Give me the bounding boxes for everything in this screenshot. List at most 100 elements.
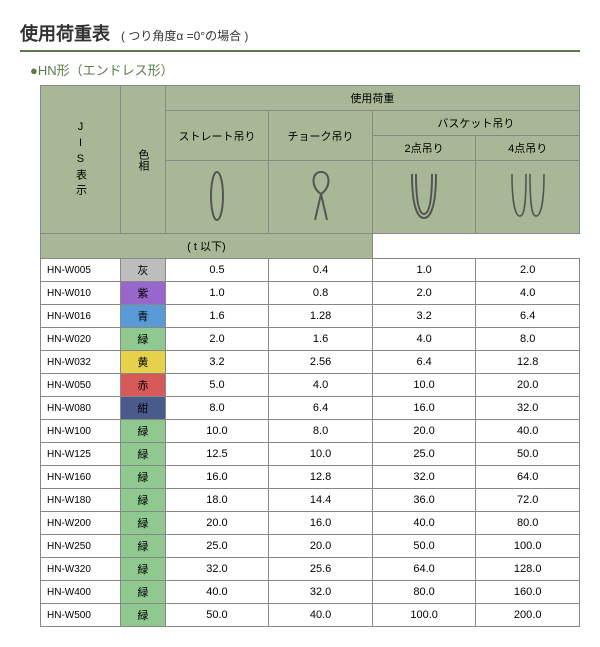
cell-value: 40.0 — [476, 420, 580, 443]
cell-value: 40.0 — [372, 512, 476, 535]
cell-value: 5.0 — [165, 374, 269, 397]
cell-jis: HN-W010 — [41, 282, 121, 305]
cell-jis: HN-W400 — [41, 581, 121, 604]
cell-value: 1.0 — [165, 282, 269, 305]
cell-value: 32.0 — [269, 581, 373, 604]
cell-value: 10.0 — [269, 443, 373, 466]
cell-value: 50.0 — [165, 604, 269, 627]
cell-value: 128.0 — [476, 558, 580, 581]
table-row: HN-W125緑12.510.025.050.0 — [41, 443, 580, 466]
hdr-2pt: 2点吊り — [372, 136, 476, 161]
cell-value: 4.0 — [476, 282, 580, 305]
table-row: HN-W250緑25.020.050.0100.0 — [41, 535, 580, 558]
cell-value: 1.28 — [269, 305, 373, 328]
cell-value: 200.0 — [476, 604, 580, 627]
cell-value: 100.0 — [476, 535, 580, 558]
cell-value: 8.0 — [269, 420, 373, 443]
cell-value: 32.0 — [476, 397, 580, 420]
cell-color: 緑 — [120, 558, 165, 581]
cell-value: 0.8 — [269, 282, 373, 305]
cell-value: 20.0 — [372, 420, 476, 443]
cell-jis: HN-W160 — [41, 466, 121, 489]
cell-color: 緑 — [120, 489, 165, 512]
cell-value: 4.0 — [269, 374, 373, 397]
cell-value: 40.0 — [165, 581, 269, 604]
cell-value: 32.0 — [165, 558, 269, 581]
table-row: HN-W016青1.61.283.26.4 — [41, 305, 580, 328]
cell-value: 20.0 — [269, 535, 373, 558]
table-row: HN-W050赤5.04.010.020.0 — [41, 374, 580, 397]
table-body: HN-W005灰0.50.41.02.0HN-W010紫1.00.82.04.0… — [41, 259, 580, 627]
table-row: HN-W180緑18.014.436.072.0 — [41, 489, 580, 512]
cell-value: 0.4 — [269, 259, 373, 282]
cell-value: 1.0 — [372, 259, 476, 282]
cell-color: 赤 — [120, 374, 165, 397]
cell-value: 64.0 — [476, 466, 580, 489]
cell-jis: HN-W180 — [41, 489, 121, 512]
cell-value: 0.5 — [165, 259, 269, 282]
cell-value: 25.6 — [269, 558, 373, 581]
cell-color: 緑 — [120, 420, 165, 443]
cell-value: 2.0 — [372, 282, 476, 305]
cell-value: 80.0 — [372, 581, 476, 604]
cell-jis: HN-W500 — [41, 604, 121, 627]
cell-color: 緑 — [120, 604, 165, 627]
cell-jis: HN-W032 — [41, 351, 121, 374]
cell-value: 4.0 — [372, 328, 476, 351]
cell-jis: HN-W050 — [41, 374, 121, 397]
icon-choke — [269, 161, 373, 234]
cell-jis: HN-W080 — [41, 397, 121, 420]
cell-jis: HN-W320 — [41, 558, 121, 581]
cell-color: 灰 — [120, 259, 165, 282]
hdr-load: 使用荷重 — [165, 86, 579, 111]
cell-value: 16.0 — [165, 466, 269, 489]
cell-value: 64.0 — [372, 558, 476, 581]
cell-value: 8.0 — [476, 328, 580, 351]
cell-color: 緑 — [120, 466, 165, 489]
cell-jis: HN-W016 — [41, 305, 121, 328]
table-row: HN-W160緑16.012.832.064.0 — [41, 466, 580, 489]
cell-value: 18.0 — [165, 489, 269, 512]
cell-color: 緑 — [120, 443, 165, 466]
icon-basket-4pt — [476, 161, 580, 234]
cell-color: 緑 — [120, 535, 165, 558]
cell-value: 25.0 — [372, 443, 476, 466]
cell-jis: HN-W250 — [41, 535, 121, 558]
icon-straight — [165, 161, 269, 234]
cell-value: 8.0 — [165, 397, 269, 420]
cell-jis: HN-W200 — [41, 512, 121, 535]
cell-jis: HN-W020 — [41, 328, 121, 351]
cell-color: 紫 — [120, 282, 165, 305]
table-row: HN-W005灰0.50.41.02.0 — [41, 259, 580, 282]
hdr-basket: バスケット吊り — [372, 111, 579, 136]
cell-value: 32.0 — [372, 466, 476, 489]
cell-value: 3.2 — [372, 305, 476, 328]
table-row: HN-W080紺8.06.416.032.0 — [41, 397, 580, 420]
hdr-4pt: 4点吊り — [476, 136, 580, 161]
cell-value: 25.0 — [165, 535, 269, 558]
cell-value: 160.0 — [476, 581, 580, 604]
cell-jis: HN-W100 — [41, 420, 121, 443]
cell-value: 100.0 — [372, 604, 476, 627]
cell-jis: HN-W125 — [41, 443, 121, 466]
hdr-unit: ( t 以下) — [41, 234, 373, 259]
title-text: 使用荷重表 — [20, 24, 110, 44]
table-row: HN-W320緑32.025.664.0128.0 — [41, 558, 580, 581]
subtitle: ●HN形（エンドレス形） — [30, 60, 580, 79]
cell-value: 2.56 — [269, 351, 373, 374]
cell-value: 6.4 — [372, 351, 476, 374]
cell-color: 黄 — [120, 351, 165, 374]
cell-value: 6.4 — [269, 397, 373, 420]
page-title: 使用荷重表 ( つり角度α =0°の場合 ) — [20, 20, 580, 52]
cell-jis: HN-W005 — [41, 259, 121, 282]
hdr-straight: ストレート吊り — [165, 111, 269, 161]
cell-value: 2.0 — [165, 328, 269, 351]
cell-value: 6.4 — [476, 305, 580, 328]
cell-value: 3.2 — [165, 351, 269, 374]
cell-color: 青 — [120, 305, 165, 328]
table-row: HN-W400緑40.032.080.0160.0 — [41, 581, 580, 604]
cell-value: 20.0 — [165, 512, 269, 535]
cell-color: 緑 — [120, 512, 165, 535]
cell-value: 20.0 — [476, 374, 580, 397]
hdr-jis: JIS表示 — [41, 86, 121, 234]
